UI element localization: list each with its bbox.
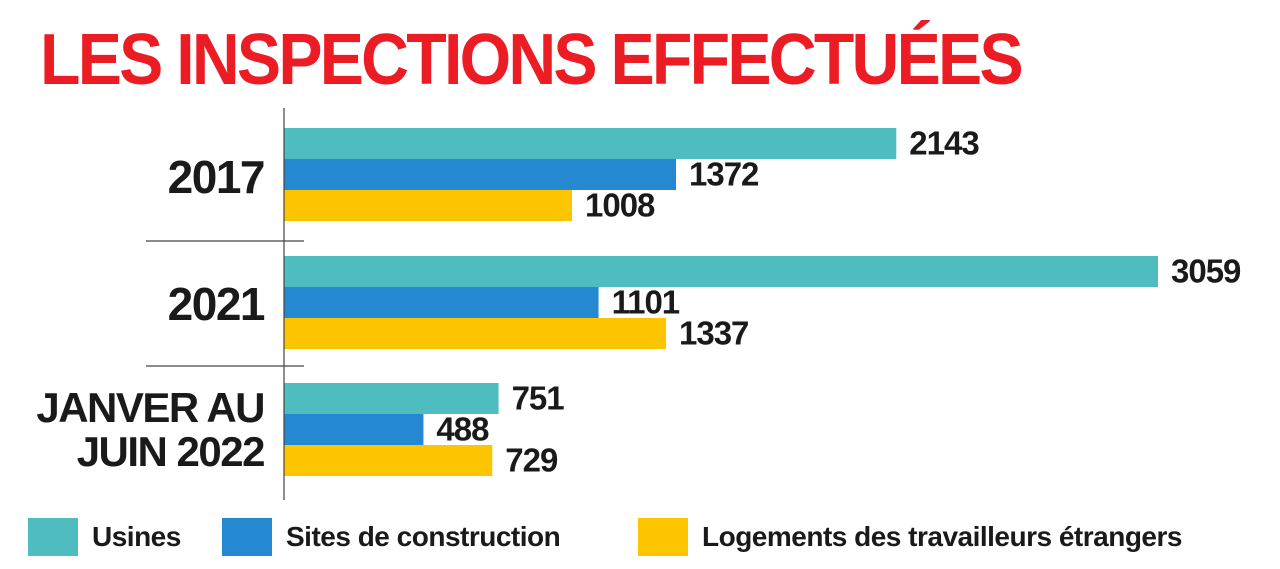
category-label-2017: 2017 [168,151,264,203]
legend-label-logements: Logements des travailleurs étrangers [702,521,1182,552]
data-label-usines-janver-au-juin-2022: 751 [512,380,565,417]
bar-logements-des-travailleurs-etrangers-2017 [284,190,572,221]
data-label-sites-de-construction-janver-au-juin-2022: 488 [436,411,489,448]
data-label-sites-de-construction-2017: 1372 [689,156,759,193]
category-label-janver-au-juin-2022: JUIN 2022 [77,428,264,475]
legend-item-logements: Logements des travailleurs étrangers [638,517,1182,557]
data-label-logements-des-travailleurs-etrangers-2017: 1008 [585,187,655,224]
bar-sites-de-construction-2017 [284,159,676,190]
bar-usines-2021 [284,256,1158,287]
legend-swatch-logements [638,518,688,556]
legend-label-usines: Usines [92,521,181,552]
bar-sites-de-construction-2021 [284,287,599,318]
data-label-usines-2017: 2143 [909,125,979,162]
bar-logements-des-travailleurs-etrangers-janver-au-juin-2022 [284,445,493,476]
chart-title: LES INSPECTIONS EFFECTUÉES [40,20,1024,100]
bar-sites-de-construction-janver-au-juin-2022 [284,414,424,445]
legend-item-sites-de-construction: Sites de construction [222,517,561,557]
data-label-logements-des-travailleurs-etrangers-janver-au-juin-2022: 729 [505,442,558,479]
bar-usines-janver-au-juin-2022 [284,383,499,414]
legend-item-usines: Usines [28,517,181,557]
bar-logements-des-travailleurs-etrangers-2021 [284,318,666,349]
bar-usines-2017 [284,128,897,159]
legend-swatch-usines [28,518,78,556]
legend-label-sites-de-construction: Sites de construction [286,521,561,552]
legend-swatch-sites-de-construction [222,518,272,556]
data-label-logements-des-travailleurs-etrangers-2021: 1337 [679,315,748,352]
data-label-sites-de-construction-2021: 1101 [612,284,680,321]
data-label-usines-2021: 3059 [1171,253,1241,290]
category-label-2021: 2021 [168,278,265,330]
category-label-janver-au-juin-2022: JANVER AU [36,384,264,431]
